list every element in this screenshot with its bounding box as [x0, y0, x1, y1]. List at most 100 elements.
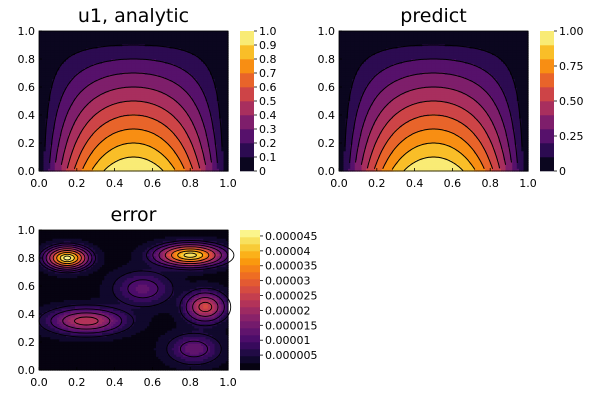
heat-cell: [120, 96, 123, 100]
heat-cell: [196, 87, 200, 91]
heat-cell: [57, 50, 60, 54]
heat-cell: [97, 74, 101, 78]
heat-cell: [113, 61, 117, 65]
heat-cell: [198, 44, 202, 47]
heat-cell: [180, 94, 184, 98]
heat-cell: [52, 90, 56, 93]
heat-cell: [147, 61, 150, 65]
heat-cell: [169, 74, 173, 78]
heat-cell: [72, 63, 76, 67]
heat-cell: [176, 92, 180, 96]
heat-cell: [70, 98, 74, 102]
heat-cell: [120, 85, 123, 89]
heat-cell: [187, 87, 191, 91]
heat-cell: [219, 85, 222, 89]
heat-cell: [113, 52, 117, 56]
heat-cell: [142, 81, 146, 85]
heat-cell: [111, 66, 114, 69]
heat-cell: [196, 61, 200, 65]
heat-cell: [198, 83, 202, 87]
heat-cell: [185, 55, 189, 58]
heat-cell: [108, 48, 112, 52]
heat-cell: [131, 39, 135, 43]
heat-cell: [187, 39, 191, 43]
heat-cell: [72, 96, 76, 100]
heat-cell: [207, 50, 211, 54]
heat-cell: [106, 66, 110, 69]
heat-cell: [54, 70, 58, 74]
heat-cell: [54, 59, 58, 63]
heat-cell: [176, 61, 180, 65]
heat-cell: [104, 79, 108, 82]
heat-cell: [214, 81, 218, 85]
heat-cell: [196, 70, 200, 74]
heat-cell: [153, 83, 157, 87]
heat-cell: [153, 94, 157, 98]
heat-cell: [135, 39, 139, 43]
heat-cell: [223, 94, 227, 98]
heat-cell: [131, 98, 135, 102]
heat-cell: [147, 52, 150, 56]
heat-cell: [106, 94, 110, 98]
heat-cell: [122, 35, 126, 39]
heat-cell: [138, 96, 141, 100]
heat-cell: [124, 61, 128, 65]
heat-cell: [135, 87, 139, 91]
heat-cell: [174, 85, 177, 89]
heat-cell: [99, 96, 103, 100]
heat-cell: [57, 37, 60, 41]
heat-cell: [59, 85, 63, 89]
heat-cell: [122, 37, 126, 41]
heat-cell: [171, 87, 175, 91]
heat-cell: [178, 83, 182, 87]
heat-cell: [153, 33, 157, 36]
heat-cell: [225, 31, 229, 34]
heat-cell: [207, 44, 211, 47]
heat-cell: [169, 70, 173, 74]
heat-cell: [129, 74, 132, 78]
heat-cell: [198, 50, 202, 54]
heat-cell: [219, 72, 222, 76]
heat-cell: [187, 70, 191, 74]
heat-cell: [50, 31, 54, 34]
heat-cell: [180, 96, 184, 100]
heat-cell: [57, 44, 60, 47]
heat-cell: [133, 39, 137, 43]
heat-cell: [144, 81, 148, 85]
heat-cell: [205, 96, 209, 100]
heat-cell: [72, 76, 76, 80]
heat-cell: [66, 44, 69, 47]
heat-cell: [115, 52, 119, 56]
heat-cell: [77, 41, 81, 45]
heat-cell: [50, 39, 54, 43]
heat-cell: [149, 35, 153, 39]
heat-cell: [75, 81, 78, 85]
heat-cell: [221, 61, 225, 65]
heat-cell: [162, 90, 166, 93]
heat-cell: [111, 76, 114, 80]
heat-cell: [63, 48, 67, 52]
heat-cell: [57, 79, 60, 82]
heat-cell: [90, 76, 94, 80]
heat-cell: [187, 48, 191, 52]
heat-cell: [216, 33, 220, 36]
heat-cell: [133, 76, 137, 80]
heat-cell: [81, 66, 85, 69]
heat-cell: [124, 66, 128, 69]
heat-cell: [207, 31, 211, 34]
heat-cell: [160, 50, 164, 54]
heat-cell: [214, 33, 218, 36]
heat-cell: [174, 87, 177, 91]
heat-cell: [50, 81, 54, 85]
heat-cell: [183, 66, 186, 69]
heat-cell: [77, 87, 81, 91]
heat-cell: [93, 37, 96, 41]
heat-cell: [102, 46, 105, 50]
heat-cell: [77, 96, 81, 100]
heat-cell: [108, 63, 112, 67]
heat-cell: [117, 70, 121, 74]
heat-cell: [178, 41, 182, 45]
heat-cell: [138, 37, 141, 41]
heat-cell: [45, 44, 49, 47]
heat-cell: [104, 33, 108, 36]
